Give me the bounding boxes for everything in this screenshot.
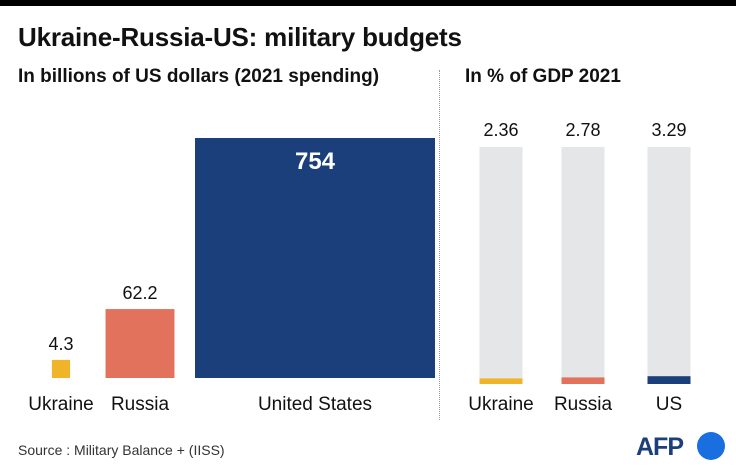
category-label-united-states: United States bbox=[258, 394, 372, 415]
source-note: Source : Military Balance + (IISS) bbox=[18, 442, 225, 458]
category-label-ukraine: Ukraine bbox=[28, 394, 93, 415]
track-us bbox=[647, 147, 691, 384]
gdp-category-label-ukraine: Ukraine bbox=[468, 394, 533, 415]
value-label-united-states: 754 bbox=[295, 148, 336, 175]
gdp-bar-ukraine bbox=[479, 378, 523, 384]
track-ukraine bbox=[479, 147, 523, 384]
afp-logo-text: AFP bbox=[636, 433, 683, 461]
gdp-category-label-russia: Russia bbox=[554, 394, 613, 415]
category-label-russia: Russia bbox=[111, 394, 170, 415]
gdp-value-label-us: 3.29 bbox=[651, 120, 686, 140]
gdp-bar-russia bbox=[561, 377, 605, 384]
left-chart-subtitle: In billions of US dollars (2021 spending… bbox=[18, 66, 380, 87]
chart-divider bbox=[439, 70, 440, 420]
gdp-value-label-ukraine: 2.36 bbox=[483, 120, 518, 140]
bar-ukraine bbox=[51, 359, 71, 378]
gdp-category-label-us: US bbox=[656, 394, 682, 415]
value-label-russia: 62.2 bbox=[122, 283, 157, 303]
right-chart-subtitle: In % of GDP 2021 bbox=[465, 66, 621, 87]
afp-logo: AFP bbox=[636, 432, 725, 461]
track-russia bbox=[561, 147, 605, 384]
afp-logo-circle bbox=[697, 432, 725, 460]
value-label-ukraine: 4.3 bbox=[48, 334, 73, 354]
bar-russia bbox=[105, 309, 175, 378]
bar-united-states bbox=[195, 138, 435, 378]
gdp-bar-us bbox=[647, 376, 691, 384]
page-title: Ukraine-Russia-US: military budgets bbox=[18, 22, 462, 52]
top-rule bbox=[0, 0, 736, 6]
gdp-value-label-russia: 2.78 bbox=[565, 120, 600, 140]
